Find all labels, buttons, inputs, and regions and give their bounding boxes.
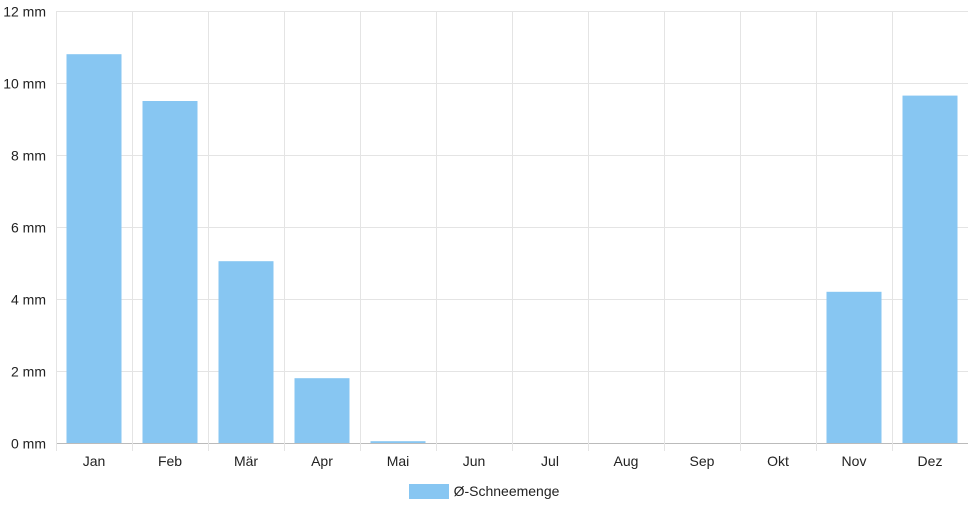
x-tick-label: Jan (83, 453, 106, 469)
bar-Feb (142, 101, 198, 443)
x-tick-label: Aug (614, 453, 639, 469)
bar-Mai (370, 441, 426, 443)
bar-Dez (902, 95, 958, 443)
y-tick-label: 6 mm (11, 220, 46, 236)
x-tick-label: Okt (767, 453, 789, 469)
x-tick-label: Nov (842, 453, 867, 469)
bar-Nov (826, 291, 882, 443)
y-tick-label: 12 mm (3, 4, 46, 20)
y-tick-label: 8 mm (11, 148, 46, 164)
bar-Mär (218, 261, 274, 443)
x-tick-label: Sep (690, 453, 715, 469)
legend-swatch (408, 483, 449, 499)
bars (66, 54, 958, 443)
y-tick-label: 10 mm (3, 76, 46, 92)
x-tick-label: Jun (463, 453, 486, 469)
x-tick-label: Apr (311, 453, 333, 469)
y-tick-label: 4 mm (11, 292, 46, 308)
x-tick-label: Mai (387, 453, 410, 469)
axes: 0 mm 2 mm 4 mm 6 mm 8 mm 10 mm 12 mm Jan Feb Mär A… (3, 4, 942, 470)
x-tick-label: Feb (158, 453, 182, 469)
grid-lines (56, 11, 968, 451)
y-tick-label: 2 mm (11, 364, 46, 380)
x-tick-label: Jul (541, 453, 559, 469)
x-tick-label: Mär (234, 453, 258, 469)
bar-Apr (294, 378, 350, 443)
chart-plot: 0 mm 2 mm 4 mm 6 mm 8 mm 10 mm 12 mm Jan Feb Mär A… (3, 4, 968, 470)
legend[interactable]: Ø-Schneemenge (0, 480, 968, 502)
legend-label: Ø-Schneemenge (453, 483, 560, 499)
y-tick-label: 0 mm (11, 436, 46, 452)
x-tick-label: Dez (918, 453, 943, 469)
bar-Jan (66, 54, 122, 443)
